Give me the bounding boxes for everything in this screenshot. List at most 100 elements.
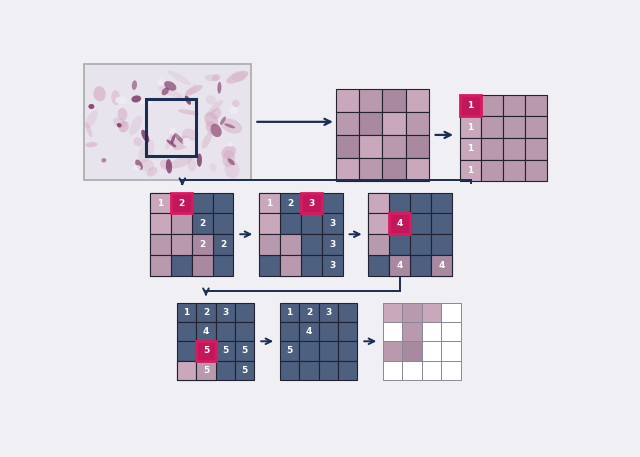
Bar — [146, 99, 196, 156]
Ellipse shape — [140, 99, 152, 105]
Bar — [259, 193, 280, 213]
Text: 5: 5 — [222, 346, 228, 356]
Bar — [422, 303, 441, 322]
Ellipse shape — [169, 128, 176, 134]
Bar — [259, 193, 280, 213]
Text: 1: 1 — [467, 123, 474, 132]
Bar — [403, 341, 422, 361]
Text: 1: 1 — [266, 198, 273, 207]
Bar — [300, 341, 319, 361]
Bar — [403, 361, 422, 380]
Bar — [259, 213, 280, 234]
Bar — [319, 341, 338, 361]
Bar — [406, 135, 429, 158]
Bar — [280, 255, 301, 276]
Bar — [382, 158, 406, 181]
Ellipse shape — [113, 117, 126, 128]
Text: 2: 2 — [220, 240, 226, 249]
Bar — [322, 255, 343, 276]
Bar — [280, 341, 300, 361]
Bar — [410, 193, 431, 213]
Bar — [383, 322, 403, 341]
Ellipse shape — [101, 158, 106, 163]
Ellipse shape — [174, 133, 184, 144]
Text: 4: 4 — [438, 261, 445, 270]
Bar — [431, 213, 452, 234]
Ellipse shape — [231, 71, 246, 82]
Ellipse shape — [202, 132, 212, 149]
Ellipse shape — [111, 90, 120, 105]
Text: 5: 5 — [203, 346, 209, 356]
Bar — [503, 95, 525, 117]
Text: 2: 2 — [199, 240, 205, 249]
Text: 3: 3 — [222, 308, 228, 317]
Bar — [196, 341, 216, 361]
Bar — [481, 159, 503, 181]
Bar — [525, 159, 547, 181]
Bar — [150, 213, 171, 234]
Ellipse shape — [212, 74, 220, 81]
Text: 3: 3 — [325, 308, 332, 317]
Text: 3: 3 — [329, 219, 335, 228]
Bar — [212, 255, 234, 276]
Bar — [383, 341, 403, 361]
Bar — [336, 158, 359, 181]
Bar — [336, 89, 359, 112]
Bar — [503, 138, 525, 159]
Bar — [177, 303, 196, 322]
Ellipse shape — [166, 159, 172, 174]
Bar — [301, 255, 322, 276]
Bar — [422, 361, 441, 380]
Text: 1: 1 — [467, 166, 474, 175]
Bar — [368, 234, 389, 255]
Bar — [441, 341, 461, 361]
Ellipse shape — [164, 81, 177, 91]
Bar — [150, 193, 171, 213]
Bar — [280, 303, 300, 322]
Ellipse shape — [119, 121, 129, 133]
Bar — [235, 303, 254, 322]
Ellipse shape — [207, 100, 223, 116]
Ellipse shape — [204, 112, 218, 127]
Bar — [383, 303, 403, 322]
Bar — [503, 159, 525, 181]
Bar — [177, 361, 196, 380]
Ellipse shape — [205, 74, 219, 81]
Bar — [368, 193, 389, 213]
Text: 1: 1 — [157, 198, 163, 207]
Bar — [212, 213, 234, 234]
Bar — [338, 322, 358, 341]
Text: 1: 1 — [287, 308, 292, 317]
Bar — [368, 234, 389, 255]
Ellipse shape — [140, 159, 154, 171]
Bar — [300, 303, 319, 322]
Bar — [359, 112, 382, 135]
Ellipse shape — [135, 159, 143, 170]
Ellipse shape — [221, 146, 236, 159]
Bar — [441, 303, 461, 322]
Bar — [382, 112, 406, 135]
Bar — [403, 322, 422, 341]
Bar — [280, 193, 301, 213]
Bar — [403, 341, 422, 361]
Bar — [403, 303, 422, 322]
Bar — [150, 234, 171, 255]
Ellipse shape — [138, 139, 154, 163]
Text: 3: 3 — [329, 261, 335, 270]
Ellipse shape — [178, 109, 199, 115]
Bar — [171, 234, 191, 255]
Ellipse shape — [86, 122, 92, 137]
Text: 2: 2 — [203, 308, 209, 317]
Ellipse shape — [172, 136, 191, 150]
Bar — [322, 193, 343, 213]
Bar — [338, 361, 358, 380]
Bar — [359, 89, 382, 112]
Ellipse shape — [115, 96, 127, 104]
Ellipse shape — [185, 84, 197, 98]
Text: 2: 2 — [199, 219, 205, 228]
Ellipse shape — [158, 86, 182, 98]
Bar — [441, 361, 461, 380]
Ellipse shape — [168, 157, 192, 169]
Bar — [171, 213, 191, 234]
Bar — [300, 361, 319, 380]
